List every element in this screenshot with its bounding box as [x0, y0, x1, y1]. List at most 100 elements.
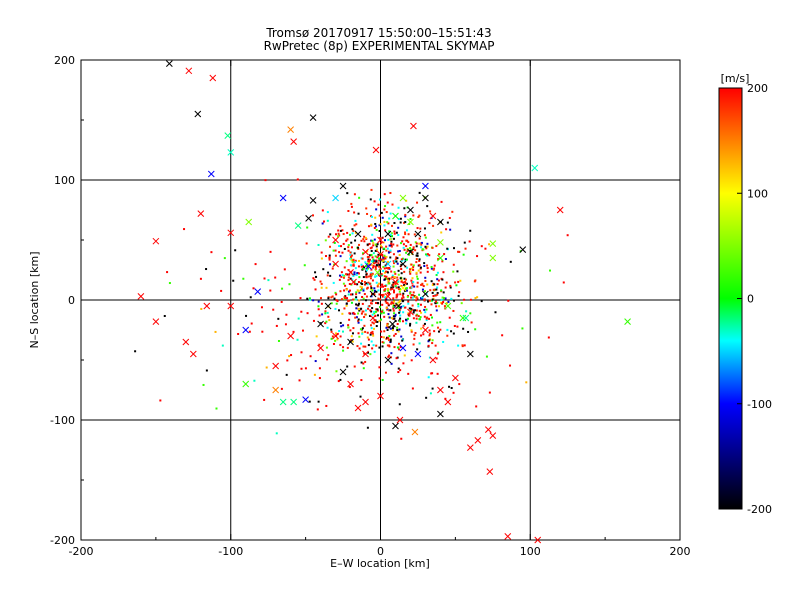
velocity-dot — [392, 325, 395, 328]
velocity-dot — [361, 283, 364, 286]
velocity-dot — [389, 256, 392, 259]
velocity-dot — [448, 385, 451, 388]
velocity-dot — [364, 299, 367, 302]
velocity-dot — [430, 303, 433, 306]
velocity-dot — [338, 330, 341, 333]
velocity-dot — [352, 263, 355, 266]
velocity-dot — [348, 299, 351, 302]
velocity-dot — [445, 281, 448, 284]
velocity-dot — [358, 243, 361, 246]
velocity-dot — [415, 309, 418, 312]
velocity-dot — [412, 280, 415, 283]
velocity-cross — [384, 293, 392, 300]
velocity-dot — [399, 293, 402, 296]
x-tick-label: 0 — [377, 545, 384, 558]
velocity-dot — [411, 387, 414, 390]
cross-stroke — [462, 314, 470, 322]
velocity-dot — [378, 293, 381, 296]
velocity-cross — [556, 206, 564, 214]
velocity-cross — [384, 230, 392, 238]
velocity-dot — [337, 235, 340, 238]
velocity-dot — [372, 265, 375, 268]
velocity-dot — [469, 229, 472, 232]
velocity-dot — [350, 246, 353, 249]
velocity-dot — [444, 297, 447, 300]
velocity-dot — [400, 335, 403, 338]
velocity-dot — [388, 217, 391, 220]
velocity-dot — [403, 354, 406, 357]
velocity-dot — [350, 205, 353, 208]
velocity-dot — [381, 378, 384, 381]
y-axis-label: N–S location [km] — [28, 251, 41, 348]
velocity-dot — [325, 320, 328, 323]
velocity-dot — [384, 257, 387, 260]
velocity-dot — [415, 258, 418, 261]
velocity-dot — [318, 314, 321, 317]
velocity-dot — [566, 234, 569, 237]
velocity-dot — [390, 242, 393, 245]
velocity-dot — [469, 298, 472, 301]
velocity-dot — [375, 290, 378, 293]
velocity-cross — [347, 380, 354, 388]
velocity-dot — [399, 346, 402, 349]
velocity-dot — [389, 238, 392, 241]
velocity-dot — [367, 256, 370, 259]
velocity-dot — [379, 267, 382, 270]
velocity-dot — [353, 283, 356, 286]
cross-stroke — [531, 164, 539, 172]
velocity-dot — [435, 288, 438, 291]
velocity-dot — [407, 300, 410, 303]
velocity-dot — [372, 266, 375, 269]
velocity-dot — [394, 304, 397, 307]
velocity-dot — [336, 338, 339, 341]
velocity-dot — [353, 280, 356, 283]
velocity-dot — [380, 259, 383, 262]
velocity-dot — [367, 351, 370, 354]
velocity-dot — [421, 248, 424, 251]
velocity-dot — [494, 311, 497, 314]
velocity-dot — [338, 234, 341, 237]
velocity-dot — [357, 308, 360, 311]
cross-stroke — [556, 206, 564, 214]
velocity-dot — [328, 245, 331, 248]
velocity-dot — [396, 262, 399, 265]
velocity-dot — [457, 280, 460, 283]
velocity-cross — [422, 194, 429, 202]
cross-stroke — [392, 422, 399, 430]
velocity-cross — [414, 230, 422, 238]
velocity-dot — [391, 329, 394, 332]
velocity-dot — [397, 307, 400, 310]
velocity-dot — [348, 282, 351, 285]
cross-stroke — [437, 386, 444, 394]
velocity-dot — [364, 360, 367, 363]
velocity-dot — [448, 316, 451, 319]
velocity-dot — [392, 281, 395, 284]
velocity-dot — [370, 327, 373, 330]
velocity-dot — [391, 326, 394, 329]
velocity-dot — [413, 334, 416, 337]
velocity-dot — [306, 312, 309, 315]
velocity-cross — [407, 248, 414, 256]
velocity-dot — [485, 355, 488, 358]
velocity-dot — [318, 343, 321, 346]
velocity-dot — [380, 246, 383, 249]
velocity-dot — [378, 366, 381, 369]
velocity-dot — [362, 265, 365, 268]
velocity-dot — [418, 293, 421, 296]
velocity-dot — [390, 232, 393, 235]
velocity-dot — [400, 437, 403, 440]
velocity-dot — [339, 255, 342, 258]
velocity-dot — [369, 247, 372, 250]
y-tick-label: 100 — [54, 174, 75, 187]
velocity-dot — [385, 249, 388, 252]
velocity-dot — [317, 300, 320, 303]
cross-stroke — [369, 314, 377, 322]
velocity-dot — [386, 322, 389, 325]
velocity-dot — [372, 258, 375, 261]
velocity-cross — [209, 74, 217, 82]
cross-stroke — [384, 293, 392, 300]
velocity-dot — [232, 279, 235, 282]
velocity-cross — [384, 260, 392, 268]
velocity-cross — [452, 374, 459, 382]
cross-stroke — [354, 230, 362, 238]
